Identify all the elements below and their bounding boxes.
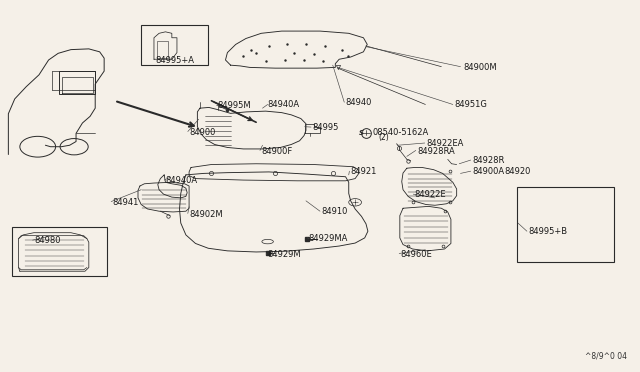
- Text: 84995M: 84995M: [218, 101, 252, 110]
- Text: 84960E: 84960E: [401, 250, 432, 259]
- Text: 84995: 84995: [312, 123, 339, 132]
- Text: 84995+A: 84995+A: [155, 56, 194, 65]
- Text: 84910: 84910: [321, 208, 348, 217]
- Text: 84900A: 84900A: [472, 167, 504, 176]
- Text: 84922EA: 84922EA: [426, 139, 463, 148]
- Text: 84900F: 84900F: [261, 147, 292, 155]
- Text: 84921: 84921: [351, 167, 377, 176]
- Text: 84900: 84900: [189, 128, 216, 137]
- Text: 84900M: 84900M: [464, 63, 497, 72]
- Text: (2): (2): [379, 133, 390, 142]
- Text: 84929MA: 84929MA: [308, 234, 348, 243]
- Text: 84951G: 84951G: [454, 100, 487, 109]
- Text: 84940A: 84940A: [166, 176, 198, 185]
- Text: 84902M: 84902M: [189, 210, 223, 219]
- Text: 84920: 84920: [504, 167, 531, 176]
- Text: 84929M: 84929M: [268, 250, 301, 259]
- Bar: [141, 25, 207, 65]
- Text: 84980: 84980: [34, 236, 60, 246]
- Text: 84995+B: 84995+B: [528, 227, 567, 237]
- Text: 84940: 84940: [346, 98, 372, 107]
- Bar: [60, 71, 95, 94]
- Text: 84928RA: 84928RA: [417, 147, 455, 155]
- Text: ^8/9^0 04: ^8/9^0 04: [584, 352, 627, 361]
- Text: 08540-5162A: 08540-5162A: [372, 128, 429, 137]
- Text: S: S: [359, 129, 364, 136]
- Text: 84940A: 84940A: [268, 100, 300, 109]
- Text: 84922E: 84922E: [415, 190, 446, 199]
- Text: 84941: 84941: [113, 198, 139, 207]
- Text: 84928R: 84928R: [472, 156, 504, 165]
- Bar: [516, 187, 614, 262]
- Bar: [12, 227, 107, 276]
